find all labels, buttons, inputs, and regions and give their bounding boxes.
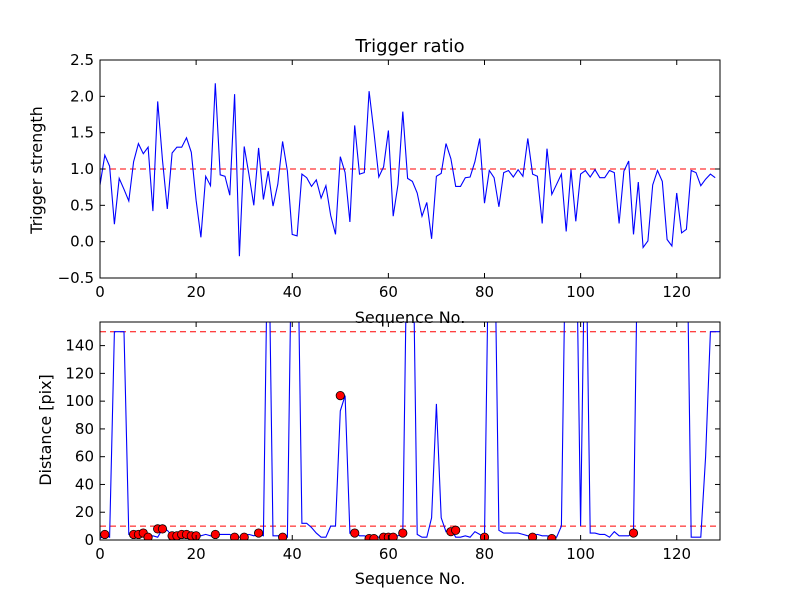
x-tick-label: 120 bbox=[662, 283, 691, 301]
x-tick-label: 100 bbox=[566, 283, 595, 301]
y-tick-label: 40 bbox=[75, 475, 94, 493]
data-point bbox=[451, 525, 461, 535]
trigger-ratio-chart: Trigger ratio 0 20 40 60 80 100 120 −0.5 0.0 0.5 1… bbox=[27, 36, 721, 327]
data-point bbox=[210, 529, 220, 540]
x-tick-label: 0 bbox=[95, 545, 105, 563]
x-tick-label: 60 bbox=[379, 545, 398, 563]
y-tick-label: 80 bbox=[75, 420, 94, 438]
y-tick-label: 100 bbox=[65, 392, 94, 410]
y-tick-label: 0 bbox=[84, 531, 94, 549]
y-tick-label: 0.5 bbox=[70, 196, 94, 214]
x-axis-label: Sequence No. bbox=[355, 308, 466, 327]
x-tick-label: 60 bbox=[379, 283, 398, 301]
x-tick-label: 80 bbox=[475, 283, 494, 301]
data-point bbox=[254, 528, 264, 538]
data-point bbox=[388, 532, 398, 540]
x-tick-label: 120 bbox=[662, 545, 691, 563]
data-point bbox=[369, 534, 379, 540]
x-tick-label: 40 bbox=[283, 283, 302, 301]
y-tick-label: 140 bbox=[65, 337, 94, 355]
chart-title: Trigger ratio bbox=[354, 36, 464, 57]
data-point bbox=[143, 532, 153, 540]
x-axis-label: Sequence No. bbox=[355, 569, 466, 588]
data-point bbox=[229, 532, 240, 540]
x-tick-label: 40 bbox=[283, 545, 302, 563]
x-tick-label: 0 bbox=[95, 283, 105, 301]
y-axis-label: Distance [pix] bbox=[36, 374, 55, 486]
data-point bbox=[350, 528, 360, 538]
data-point bbox=[527, 532, 538, 540]
x-tick-label: 20 bbox=[187, 283, 206, 301]
distance-chart: 0 20 40 60 80 100 120 0 20 40 60 80 100 120 140 Sequen… bbox=[36, 321, 721, 588]
y-tick-label: 120 bbox=[65, 364, 94, 382]
data-point bbox=[628, 528, 639, 538]
x-tick-label: 80 bbox=[475, 545, 494, 563]
data-point bbox=[100, 529, 110, 540]
data-point bbox=[335, 390, 345, 401]
y-tick-label: 0.0 bbox=[70, 233, 94, 251]
y-tick-label: 60 bbox=[75, 448, 94, 466]
x-tick-label: 20 bbox=[187, 545, 206, 563]
x-tick-label: 100 bbox=[566, 545, 595, 563]
data-point bbox=[157, 524, 168, 534]
data-point bbox=[239, 532, 249, 540]
data-point bbox=[398, 528, 408, 538]
y-axis-label: Trigger strength bbox=[27, 106, 46, 235]
series-line bbox=[100, 83, 716, 257]
y-tick-label: 1.5 bbox=[70, 124, 94, 142]
series-line bbox=[100, 322, 720, 540]
y-tick-label: 20 bbox=[75, 503, 94, 521]
plot-frame bbox=[99, 321, 721, 541]
data-point bbox=[278, 532, 288, 540]
y-tick-label: 2.5 bbox=[70, 51, 94, 69]
plot-area bbox=[100, 322, 720, 540]
data-point bbox=[547, 534, 557, 540]
y-tick-label: 2.0 bbox=[70, 87, 94, 105]
y-tick-label: 1.0 bbox=[70, 160, 94, 178]
plot-area bbox=[100, 83, 720, 257]
y-tick-label: −0.5 bbox=[58, 269, 94, 287]
